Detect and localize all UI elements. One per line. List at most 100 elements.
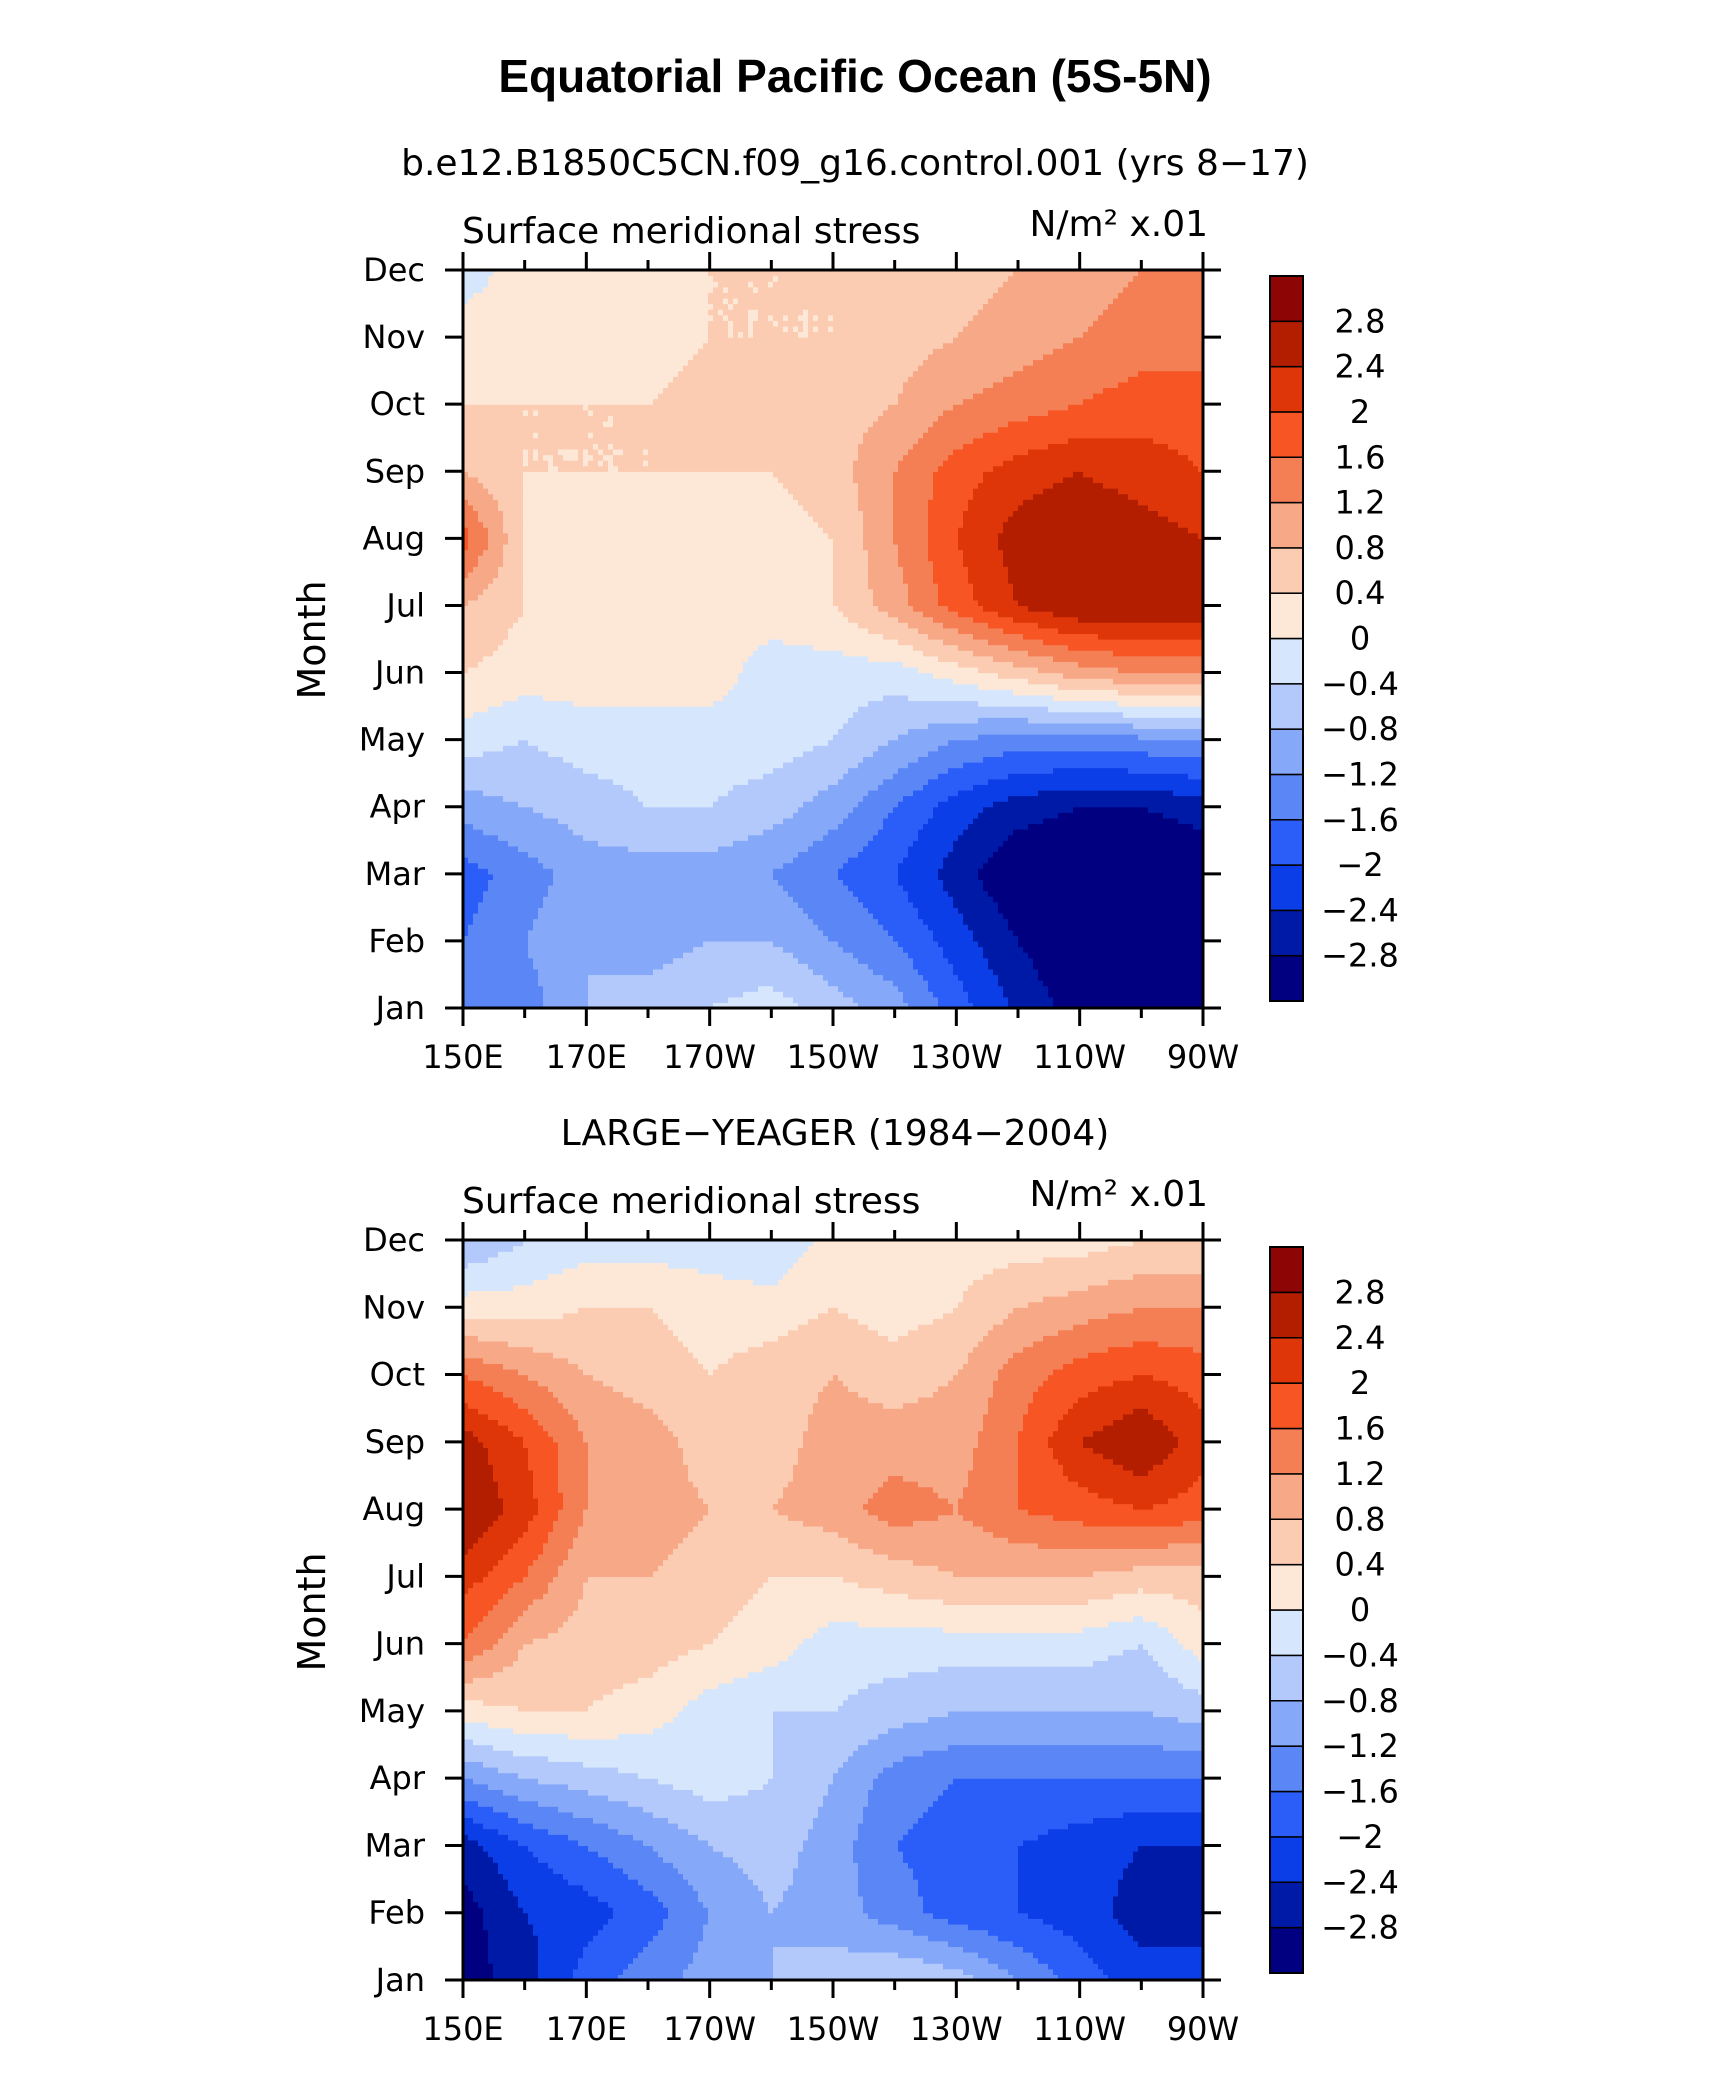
contour-cell bbox=[908, 448, 954, 456]
contour-cell bbox=[478, 901, 544, 908]
y-tick-label: Jun bbox=[373, 1625, 425, 1663]
contour-cell bbox=[843, 946, 904, 953]
contour-cell bbox=[488, 1851, 534, 1858]
contour-cell bbox=[483, 890, 549, 897]
contour-cell bbox=[523, 560, 834, 567]
contour-cell bbox=[883, 633, 929, 640]
contour-cell bbox=[1048, 985, 1204, 992]
contour-cell bbox=[543, 985, 589, 992]
contour-cell bbox=[1138, 270, 1204, 277]
contour-cell bbox=[463, 1951, 489, 1959]
contour-cell bbox=[1138, 1845, 1204, 1852]
contour-cell bbox=[1043, 639, 1204, 646]
contour-cell bbox=[543, 812, 794, 819]
contour-cell bbox=[793, 325, 799, 333]
contour-cell bbox=[593, 1935, 654, 1942]
contour-cell bbox=[503, 1789, 589, 1796]
contour-cell bbox=[548, 465, 559, 472]
contour-cell bbox=[948, 1918, 1044, 1925]
contour-cell bbox=[698, 1486, 784, 1493]
contour-cell bbox=[988, 1329, 1059, 1336]
contour-cell bbox=[463, 292, 474, 299]
contour-cell bbox=[723, 286, 729, 293]
contour-cell bbox=[573, 829, 764, 836]
contour-cell bbox=[828, 532, 864, 539]
contour-cell bbox=[593, 409, 884, 416]
contour-cell bbox=[618, 1974, 684, 1981]
contour-cell bbox=[813, 745, 879, 752]
contour-cell bbox=[573, 1542, 679, 1549]
contour-cell bbox=[463, 1357, 484, 1364]
contour-cell bbox=[873, 1548, 1204, 1555]
contour-cell bbox=[813, 840, 869, 847]
contour-cell bbox=[758, 314, 769, 321]
contour-cell bbox=[943, 409, 1049, 416]
contour-field bbox=[463, 1240, 1204, 1981]
colorbar-swatch bbox=[1269, 773, 1304, 821]
contour-cell bbox=[808, 325, 814, 333]
contour-cell bbox=[463, 1531, 484, 1538]
contour-cell bbox=[878, 1918, 949, 1925]
contour-cell bbox=[463, 1279, 534, 1286]
contour-cell bbox=[808, 314, 814, 321]
contour-cell bbox=[938, 801, 994, 808]
contour-cell bbox=[728, 297, 734, 305]
contour-cell bbox=[563, 454, 579, 461]
colorbar-label: 1.6 bbox=[1335, 1410, 1386, 1448]
colorbar-swatch bbox=[1269, 1291, 1304, 1339]
contour-cell bbox=[683, 365, 919, 372]
contour-cell bbox=[708, 292, 994, 299]
contour-cell bbox=[803, 309, 809, 316]
contour-cell bbox=[463, 499, 469, 506]
contour-cell bbox=[1058, 627, 1204, 635]
contour-cell bbox=[618, 1766, 774, 1774]
contour-cell bbox=[723, 1626, 819, 1634]
contour-cell bbox=[778, 275, 1009, 282]
contour-cell bbox=[683, 1340, 764, 1348]
contour-cell bbox=[933, 616, 974, 623]
contour-cell bbox=[498, 1828, 549, 1835]
contour-cell bbox=[803, 1520, 889, 1527]
contour-cell bbox=[798, 1862, 859, 1869]
contour-cell bbox=[878, 829, 919, 836]
contour-cell bbox=[958, 538, 999, 545]
contour-cell bbox=[973, 1520, 1084, 1527]
contour-cell bbox=[673, 1430, 804, 1437]
contour-cell bbox=[533, 918, 814, 925]
contour-cell bbox=[518, 1839, 579, 1847]
contour-cell bbox=[1023, 365, 1204, 372]
contour-cell bbox=[463, 1346, 534, 1353]
contour-cell bbox=[1078, 616, 1204, 623]
contour-cell bbox=[838, 985, 899, 992]
contour-cell bbox=[493, 1744, 774, 1751]
y-tick-label: Mar bbox=[365, 855, 426, 893]
contour-cell bbox=[663, 387, 904, 394]
contour-cell bbox=[568, 1357, 699, 1364]
contour-cell bbox=[938, 1666, 1164, 1673]
contour-cell bbox=[1173, 1447, 1204, 1454]
y-tick-label: May bbox=[359, 721, 425, 759]
contour-cell bbox=[813, 795, 864, 802]
contour-cell bbox=[463, 639, 504, 646]
contour-cell bbox=[803, 1441, 979, 1449]
contour-cell bbox=[463, 1352, 554, 1359]
contour-cell bbox=[943, 879, 984, 886]
contour-cell bbox=[703, 1795, 729, 1802]
contour-cell bbox=[953, 1307, 1014, 1314]
contour-cell bbox=[1168, 1497, 1204, 1505]
contour-cell bbox=[808, 1828, 859, 1835]
contour-cell bbox=[773, 1722, 904, 1729]
contour-cell bbox=[853, 1845, 899, 1852]
contour-cell bbox=[833, 1778, 874, 1785]
contour-cell bbox=[463, 968, 539, 976]
contour-cell bbox=[653, 1570, 954, 1577]
contour-cell bbox=[483, 521, 504, 528]
contour-cell bbox=[468, 924, 534, 931]
contour-cell bbox=[463, 353, 694, 361]
contour-cell bbox=[548, 1632, 719, 1639]
contour-cell bbox=[663, 1923, 704, 1931]
contour-cell bbox=[653, 1307, 829, 1314]
contour-cell bbox=[508, 627, 869, 635]
contour-cell bbox=[463, 1525, 489, 1533]
contour-cell bbox=[753, 650, 844, 657]
